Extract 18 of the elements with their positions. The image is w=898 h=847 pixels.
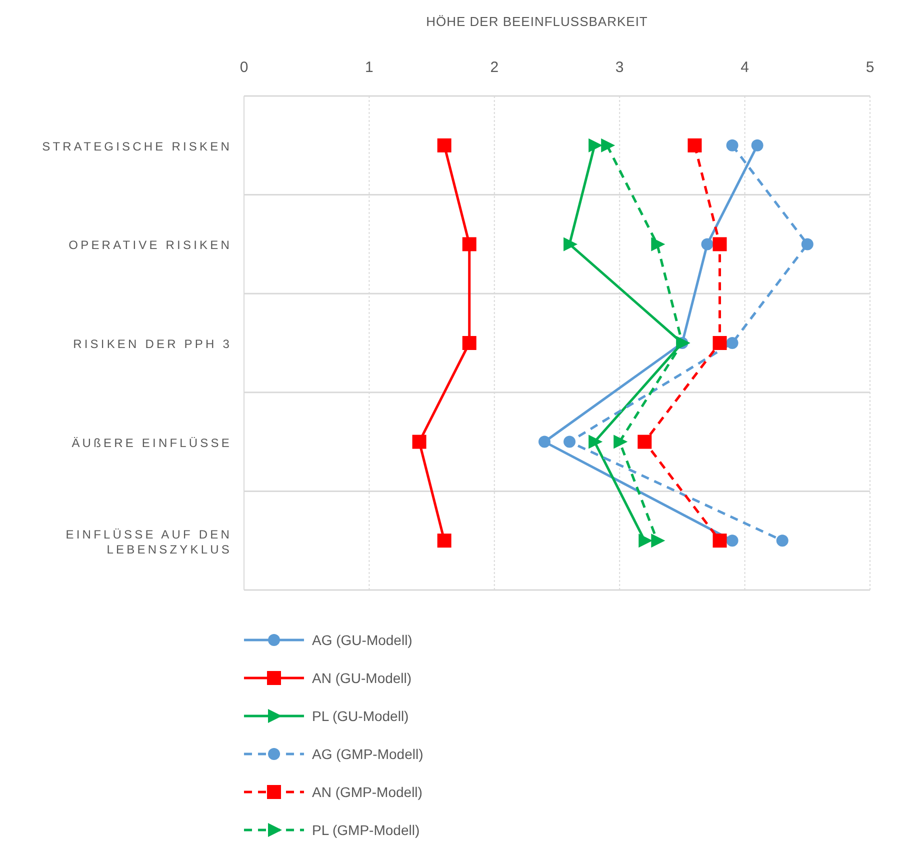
x-tick-label: 4 [740, 59, 749, 76]
y-tick-label: STRATEGISCHE RISKEN [42, 139, 232, 154]
legend-label: PL (GMP-Modell) [312, 822, 420, 838]
x-axis-title: HÖHE DER BEEINFLUSSBARKEIT [426, 14, 648, 29]
y-tick-label: OPERATIVE RISIKEN [68, 238, 232, 252]
legend-label: AN (GU-Modell) [312, 670, 412, 686]
y-tick-label: RISIKEN DER PPH 3 [73, 337, 232, 351]
x-tick-label: 2 [490, 59, 499, 76]
y-tick-label: ÄUßERE EINFLÜSSE [72, 436, 232, 450]
x-tick-label: 1 [365, 59, 374, 76]
legend-label: PL (GU-Modell) [312, 708, 409, 724]
x-tick-label: 3 [615, 59, 624, 76]
legend-label: AG (GMP-Modell) [312, 746, 424, 762]
legend-label: AG (GU-Modell) [312, 632, 412, 648]
x-tick-label: 5 [866, 59, 874, 76]
legend-label: AN (GMP-Modell) [312, 784, 422, 800]
y-tick-label: EINFLÜSSE AUF DEN LEBENSZYKLUS [66, 528, 232, 557]
x-tick-label: 0 [240, 59, 248, 76]
